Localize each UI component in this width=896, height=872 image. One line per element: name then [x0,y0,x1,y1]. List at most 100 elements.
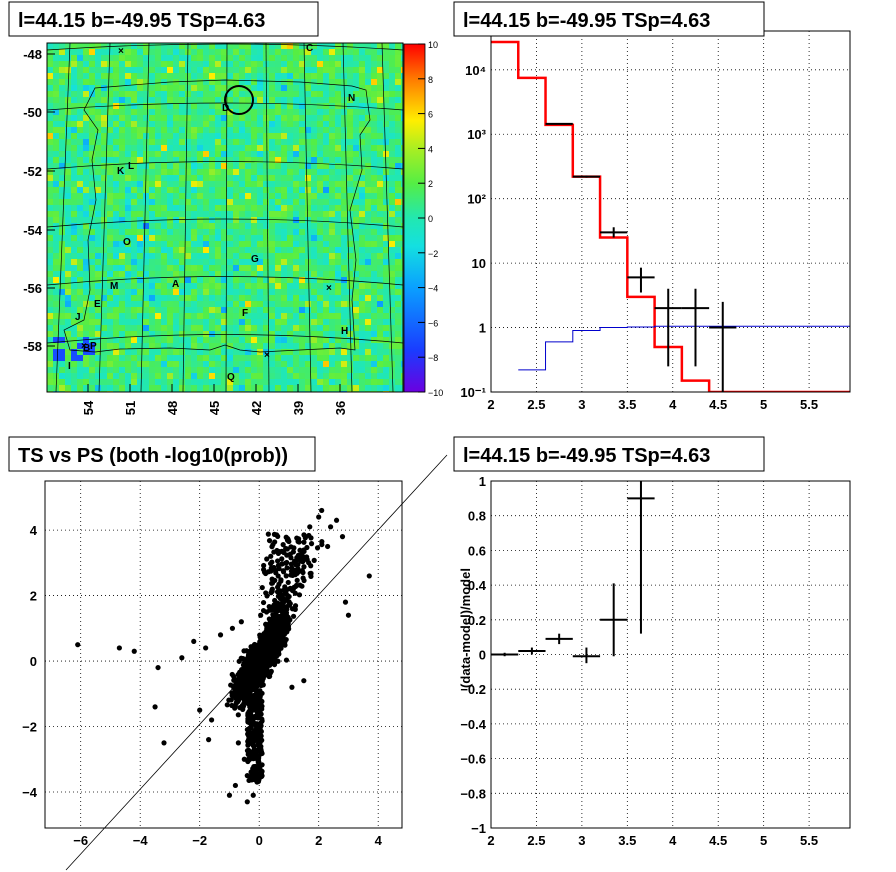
map-pixel [335,175,341,181]
map-pixel [281,127,287,133]
map-pixel [65,265,71,271]
map-pixel [71,283,77,289]
map-pixel [293,355,299,361]
map-pixel [113,235,119,241]
map-pixel [113,337,119,343]
map-pixel [155,379,161,385]
map-pixel [143,91,149,97]
map-pixel [161,253,167,259]
map-pixel [359,67,365,73]
map-pixel [305,211,311,217]
map-pixel [353,103,359,109]
map-pixel [245,319,251,325]
map-pixel [227,205,233,211]
map-pixel [365,67,371,73]
map-pixel [353,307,359,313]
map-pixel [77,103,83,109]
map-pixel [305,85,311,91]
map-pixel [347,271,353,277]
map-pixel [191,187,197,193]
map-pixel [275,247,281,253]
map-pixel [347,373,353,379]
map-pixel [395,343,401,349]
map-pixel [209,61,215,67]
map-pixel [227,133,233,139]
map-pixel [137,271,143,277]
map-pixel [269,127,275,133]
map-pixel [401,361,403,367]
map-pixel [167,145,173,151]
map-pixel [389,139,395,145]
x-tick-label: 36 [333,401,348,415]
map-pixel [131,349,137,355]
map-pixel [317,313,323,319]
map-pixel [125,73,131,79]
map-pixel [323,211,329,217]
map-pixel [401,283,403,289]
map-pixel [65,253,71,259]
map-pixel [203,337,209,343]
map-pixel [371,331,377,337]
map-pixel [299,307,305,313]
map-pixel [281,91,287,97]
map-pixel [71,49,77,55]
map-pixel [53,265,59,271]
map-pixel [113,361,119,367]
map-pixel [395,133,401,139]
map-pixel [185,85,191,91]
map-pixel [119,241,125,247]
map-pixel [119,373,125,379]
map-pixel [329,289,335,295]
map-pixel [161,373,167,379]
map-pixel [329,223,335,229]
map-pixel [299,115,305,121]
map-pixel [119,61,125,67]
map-pixel [95,73,101,79]
map-pixel [173,265,179,271]
map-pixel [101,55,107,61]
map-pixel [335,343,341,349]
map-pixel [359,301,365,307]
map-pixel [221,49,227,55]
map-pixel [131,313,137,319]
map-pixel [113,265,119,271]
map-pixel [65,127,71,133]
map-pixel [239,319,245,325]
selected-source-circle[interactable] [224,85,254,115]
map-pixel [287,313,293,319]
map-pixel [71,199,77,205]
map-pixel [149,367,155,373]
map-pixel [167,49,173,55]
map-pixel [287,49,293,55]
map-pixel [113,139,119,145]
map-pixel [395,187,401,193]
map-pixel [113,217,119,223]
map-pixel [323,67,329,73]
map-pixel [293,319,299,325]
map-pixel [221,91,227,97]
map-pixel [149,79,155,85]
map-pixel [365,223,371,229]
map-pixel [197,193,203,199]
map-pixel [227,223,233,229]
map-pixel [137,331,143,337]
map-pixel [359,145,365,151]
map-pixel [233,343,239,349]
map-pixel [113,229,119,235]
map-pixel [131,307,137,313]
map-pixel [131,73,137,79]
map-pixel [101,145,107,151]
map-pixel [347,157,353,163]
map-pixel [161,109,167,115]
map-pixel [275,181,281,187]
map-pixel [293,253,299,259]
map-pixel [83,73,89,79]
map-pixel [137,343,143,349]
source-label: Q [227,372,235,383]
map-pixel [347,331,353,337]
map-pixel [311,145,317,151]
map-pixel [299,373,305,379]
map-pixel [377,223,383,229]
map-pixel [371,277,377,283]
map-pixel [71,361,77,367]
